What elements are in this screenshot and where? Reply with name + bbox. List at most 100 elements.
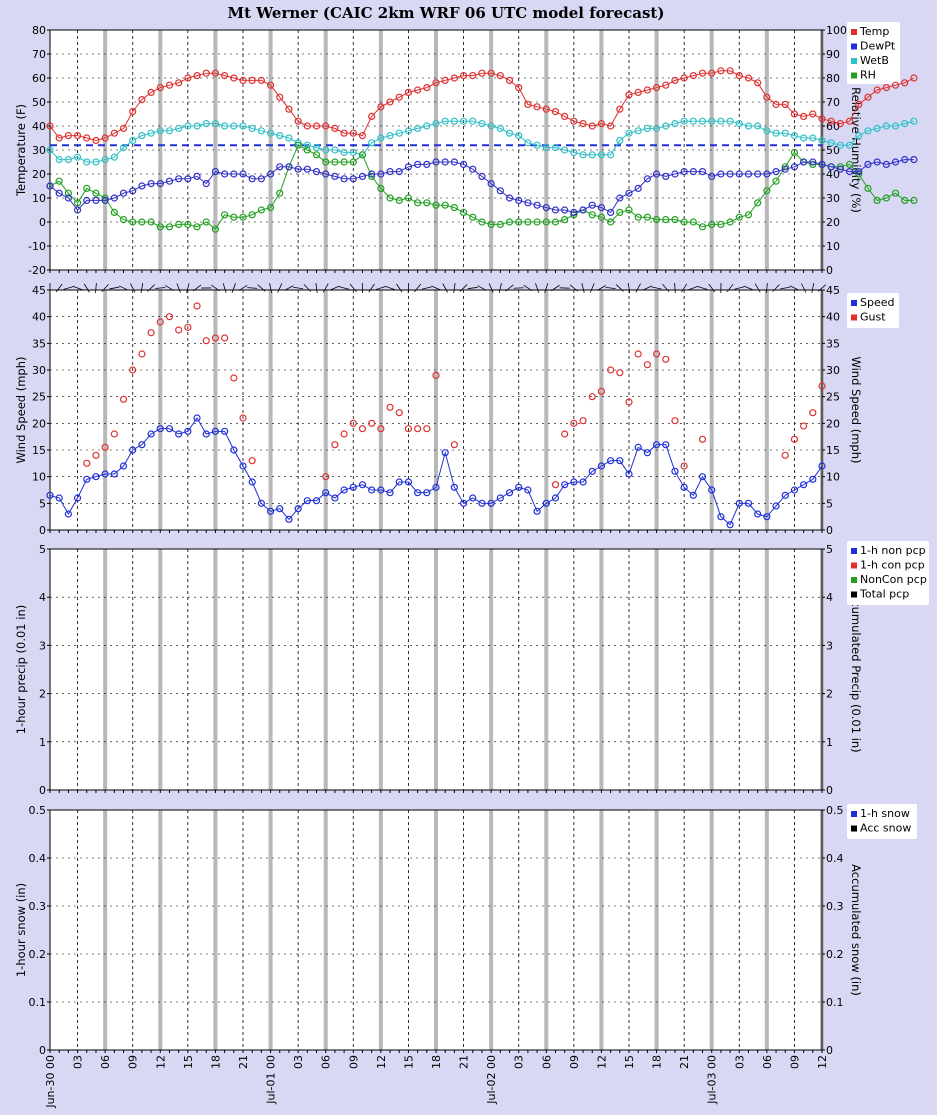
data-point xyxy=(358,481,367,489)
data-point xyxy=(496,220,504,228)
data-point xyxy=(671,467,679,475)
data-point xyxy=(459,499,468,507)
data-point xyxy=(147,218,155,226)
data-point xyxy=(303,146,311,154)
data-point xyxy=(726,117,734,125)
data-point xyxy=(735,499,743,507)
data-point xyxy=(266,507,275,515)
data-point xyxy=(147,180,155,188)
data-point xyxy=(303,165,311,173)
data-point xyxy=(570,148,578,156)
data-point xyxy=(303,497,311,505)
data-point xyxy=(165,177,174,185)
data-point xyxy=(873,124,881,132)
data-point xyxy=(717,513,725,521)
data-point xyxy=(423,160,431,168)
data-point xyxy=(368,170,376,178)
y-tick-label: 4 xyxy=(39,591,46,604)
data-point xyxy=(404,425,413,433)
data-point xyxy=(358,132,367,140)
data-point xyxy=(588,151,596,159)
data-point xyxy=(754,510,762,518)
data-point xyxy=(377,170,385,178)
data-point xyxy=(119,189,128,197)
data-point xyxy=(551,218,560,226)
wind-arrow xyxy=(513,287,524,289)
data-point xyxy=(404,127,413,135)
wind-arrow xyxy=(605,286,616,290)
data-point xyxy=(266,170,275,178)
data-point xyxy=(331,441,339,449)
wind-arrow xyxy=(754,283,761,293)
data-point xyxy=(414,425,422,433)
y-tick-label: -10 xyxy=(28,240,46,253)
data-point xyxy=(165,223,174,231)
data-point xyxy=(708,172,716,180)
wind-arrow xyxy=(140,283,144,293)
data-point xyxy=(689,117,697,125)
data-point xyxy=(64,156,72,164)
data-point xyxy=(193,172,201,180)
data-point xyxy=(478,218,486,226)
wind-arrow xyxy=(544,283,549,293)
data-point xyxy=(763,170,771,178)
data-point xyxy=(64,510,72,518)
y-tick-label: 0.4 xyxy=(29,852,47,865)
data-point xyxy=(607,366,615,374)
data-point xyxy=(211,334,220,342)
y2-axis-label: Accumulated snow (in) xyxy=(849,864,863,996)
data-point xyxy=(570,478,578,486)
y2-tick-label: 80 xyxy=(826,72,840,85)
data-point xyxy=(423,199,431,207)
data-point xyxy=(515,218,523,226)
data-point xyxy=(377,134,385,142)
data-point xyxy=(726,170,734,178)
wind-arrow xyxy=(247,287,258,289)
data-point xyxy=(156,180,164,188)
data-point xyxy=(478,172,486,180)
data-point xyxy=(662,355,670,363)
data-point xyxy=(450,117,458,125)
y2-tick-label: 90 xyxy=(826,48,840,61)
wind-arrow xyxy=(596,285,606,291)
wind-arrow xyxy=(459,284,468,292)
data-point xyxy=(717,117,725,125)
data-point xyxy=(312,144,321,152)
y2-tick-label: 0.5 xyxy=(826,804,844,817)
data-point xyxy=(643,86,651,94)
data-point xyxy=(800,134,808,142)
wind-arrow xyxy=(708,283,715,293)
data-point xyxy=(349,483,357,491)
plot-frame xyxy=(49,289,823,531)
data-point xyxy=(588,122,596,130)
wind-arrow xyxy=(523,284,533,292)
data-point xyxy=(92,136,100,144)
data-point xyxy=(505,489,514,497)
data-point xyxy=(101,134,109,142)
legend-entry: Total pcp xyxy=(859,588,909,601)
data-point xyxy=(73,206,82,214)
y-tick-label: 15 xyxy=(32,444,46,457)
data-point xyxy=(809,110,817,118)
wind-arrow xyxy=(818,284,826,292)
data-point xyxy=(432,201,440,209)
data-point xyxy=(698,117,707,125)
data-point xyxy=(368,112,376,121)
data-point xyxy=(542,105,550,113)
x-tick-label: 09 xyxy=(568,1055,581,1069)
data-point xyxy=(248,457,256,465)
data-point xyxy=(561,430,569,438)
y-tick-label: 45 xyxy=(32,284,46,297)
data-point xyxy=(386,98,394,106)
data-point xyxy=(377,425,385,433)
plot-frame xyxy=(49,548,823,791)
data-point xyxy=(597,119,606,128)
y-tick-label: 50 xyxy=(32,96,46,109)
data-point xyxy=(358,172,367,180)
data-point xyxy=(55,177,63,185)
data-point xyxy=(239,462,247,470)
legend-entry: 1-h non pcp xyxy=(860,544,926,557)
data-point xyxy=(83,475,91,483)
data-point xyxy=(83,184,91,192)
y-tick-label: 0.1 xyxy=(29,996,47,1009)
